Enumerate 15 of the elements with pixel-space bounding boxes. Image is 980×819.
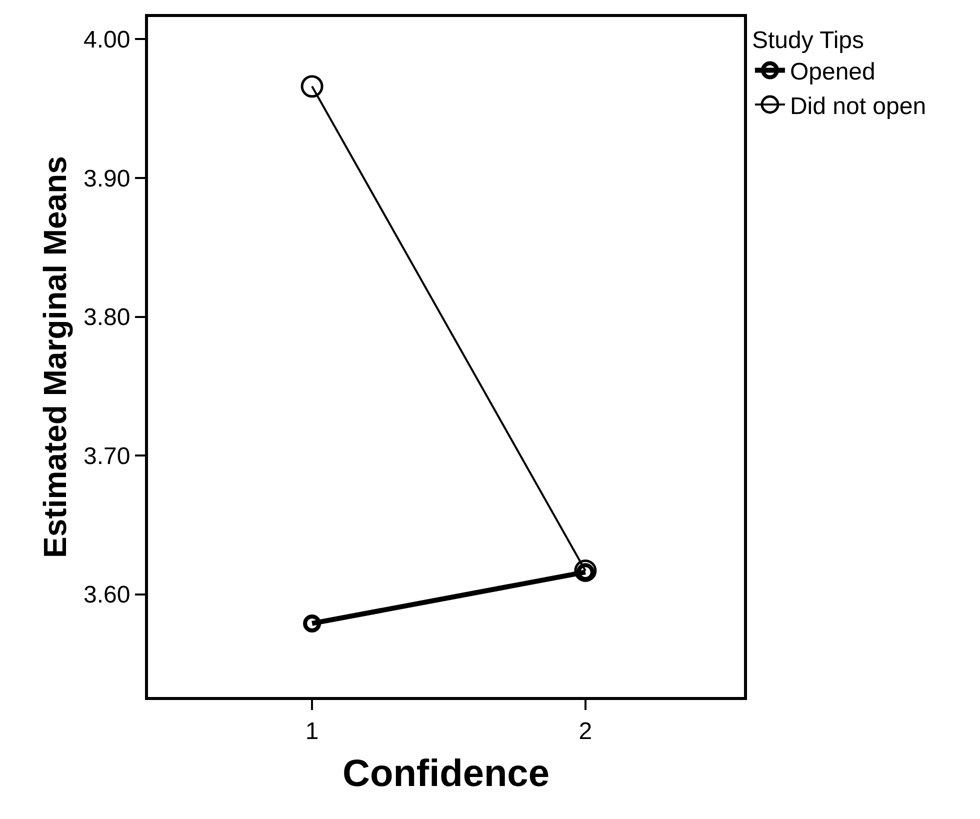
y-tick-label: 3.60 (83, 582, 130, 609)
y-tick-label: 3.80 (83, 304, 130, 332)
x-tick-label: 1 (305, 718, 319, 745)
y-tick-label: 3.70 (83, 442, 130, 470)
y-axis-title: Estimated Marginal Means (36, 156, 73, 558)
point (574, 559, 597, 582)
x-tick-label: 2 (578, 718, 592, 745)
y-tick-label: 4.00 (83, 26, 130, 54)
legend-title: Study Tips (752, 27, 864, 54)
point (300, 75, 324, 98)
legend-label: Opened (790, 58, 876, 86)
y-tick-label: 3.90 (83, 165, 130, 192)
point (303, 614, 322, 632)
legend-label: Did not open (790, 92, 926, 120)
x-axis-title: Confidence (342, 752, 550, 795)
